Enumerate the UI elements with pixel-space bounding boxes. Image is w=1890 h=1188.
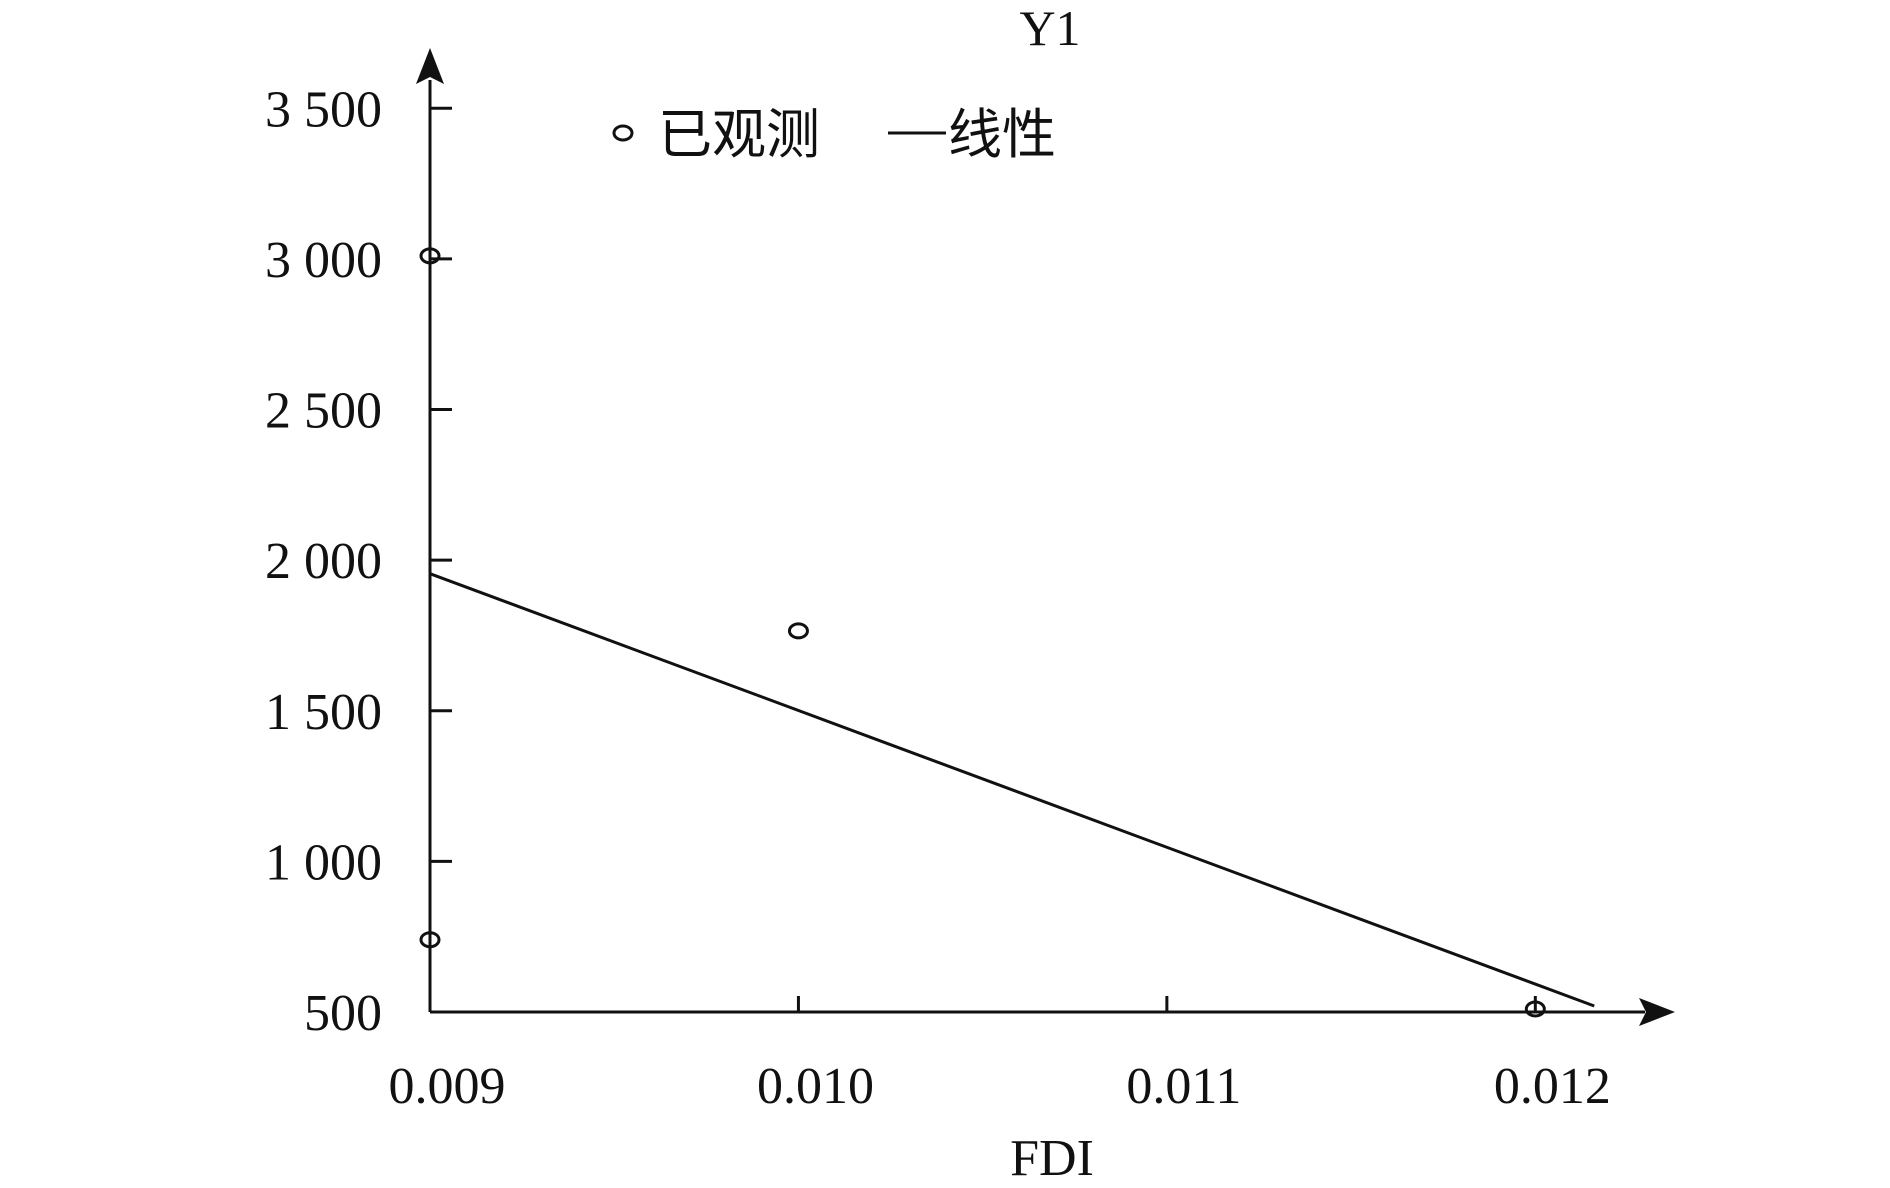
x-tick-label: 0.012 [1494, 1058, 1611, 1115]
x-axis-arrow [1639, 998, 1675, 1026]
y-axis-arrow [416, 48, 444, 84]
x-ticks: 0.009 0.010 0.011 0.012 [389, 996, 1611, 1115]
observed-point [419, 247, 441, 265]
linear-fit-line [429, 572, 1595, 1008]
legend-observed-label: 已观测 [658, 105, 820, 165]
legend-linear-label: 线性 [948, 105, 1056, 165]
legend-observed-marker [612, 124, 634, 142]
observed-point [787, 622, 809, 640]
observed-point [1524, 1000, 1546, 1018]
y-tick-label: 1 500 [265, 684, 382, 741]
series-layer [419, 247, 1595, 1018]
x-tick-label: 0.010 [757, 1058, 874, 1115]
axes [416, 48, 1675, 1026]
y-tick-label: 2 500 [265, 383, 382, 440]
x-axis-label: FDI [1010, 1130, 1094, 1187]
x-tick-label: 0.009 [389, 1058, 506, 1115]
y-tick-label: 3 000 [265, 232, 382, 289]
y-tick-label: 500 [304, 985, 382, 1042]
legend: 已观测 线性 [612, 105, 1056, 165]
chart-title: Y1 [1019, 0, 1080, 56]
x-tick-label: 0.011 [1126, 1058, 1241, 1115]
y-tick-label: 3 500 [265, 81, 382, 138]
observed-point [419, 931, 441, 949]
y-ticks: 500 1 000 1 500 2 000 2 500 3 000 3 500 [265, 81, 452, 1042]
y-tick-label: 2 000 [265, 533, 382, 590]
y-tick-label: 1 000 [265, 834, 382, 891]
